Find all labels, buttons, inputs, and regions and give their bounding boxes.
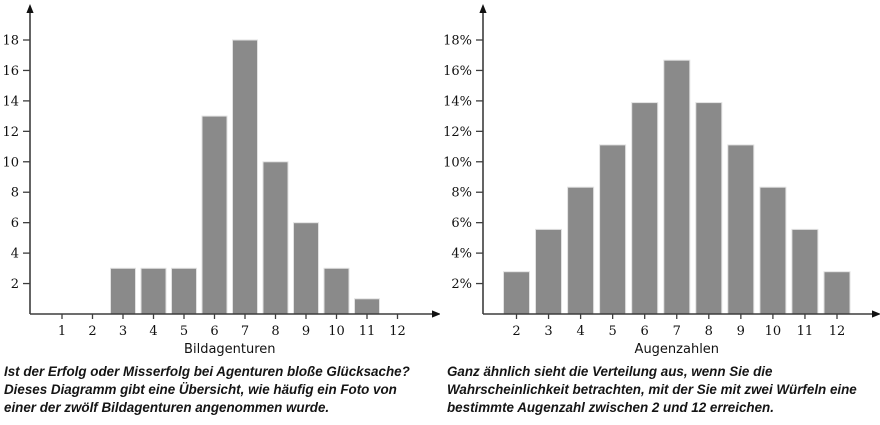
augenzahlen-figure: 2% 4% 6% 8% 10% 12% 14% 16% 18% 2 3 4 5 6 7 8 9 10 11 12 Aug…	[440, 0, 880, 425]
x-tick-label: 11	[359, 324, 376, 339]
x-tick-label: 12	[389, 324, 406, 339]
x-tick-label: 9	[302, 324, 310, 339]
y-tick-label: 12%	[443, 125, 472, 140]
bar	[293, 222, 319, 315]
bar	[727, 144, 755, 315]
x-tick-label: 10	[765, 324, 782, 339]
x-tick-label: 4	[576, 324, 584, 339]
bar	[354, 298, 380, 315]
x-tick-label: 10	[328, 324, 345, 339]
y-axis-arrow-icon	[26, 4, 34, 13]
augenzahlen-caption: Ganz ähnlich sieht die Verteilung aus, w…	[447, 364, 857, 415]
y-tick-label: 16	[2, 64, 19, 79]
bar	[201, 115, 228, 315]
bar-chart-svg: 2% 4% 6% 8% 10% 12% 14% 16% 18% 2 3 4 5 6 7 8 9 10 11 12 Aug…	[443, 4, 880, 357]
y-tick-label: 14	[2, 94, 19, 109]
x-tick-label: 3	[544, 324, 552, 339]
y-tick-label: 12	[2, 125, 19, 140]
bar	[262, 161, 289, 315]
bildagenturen-chart: 2 4 6 8 10 12 14 16 18 1 2 3 4 5 6 7 8 9 10 11 12 Bildagentur…	[0, 0, 441, 357]
y-tick-label: 18	[2, 34, 19, 49]
x-tick-label: 3	[119, 324, 127, 339]
x-tick-label: 5	[180, 324, 188, 339]
bar	[631, 102, 659, 315]
x-tick-label: 7	[241, 324, 249, 339]
bar	[171, 267, 197, 315]
bar	[759, 186, 787, 315]
x-tick-label: 6	[210, 324, 218, 339]
x-tick-label: 7	[673, 324, 681, 339]
bar	[791, 228, 819, 315]
x-tick-label: 5	[608, 324, 616, 339]
bar	[110, 267, 136, 315]
bar	[140, 267, 167, 315]
x-axis-arrow-icon	[432, 310, 441, 318]
x-tick-label: 8	[705, 324, 713, 339]
x-tick-label: 2	[88, 324, 96, 339]
x-axis-title: Bildagenturen	[184, 342, 275, 356]
y-tick-label: 18%	[443, 34, 472, 49]
x-tick-label: 8	[271, 324, 279, 339]
bar	[567, 186, 595, 315]
y-tick-label: 2	[11, 277, 19, 292]
y-tick-label: 8	[11, 186, 19, 201]
y-tick-label: 4	[11, 247, 19, 262]
bar	[323, 267, 350, 315]
y-tick-label: 8%	[451, 186, 472, 201]
y-tick-label: 2%	[451, 277, 472, 292]
x-tick-label: 11	[797, 324, 814, 339]
bildagenturen-caption: Ist der Erfolg oder Misserfolg bei Agent…	[4, 364, 410, 415]
bar	[695, 102, 723, 315]
bar	[535, 228, 562, 315]
bar	[503, 271, 530, 315]
x-axis-arrow-icon	[872, 310, 880, 318]
bar	[663, 59, 691, 315]
x-tick-label: 12	[829, 324, 846, 339]
x-tick-label: 2	[512, 324, 520, 339]
augenzahlen-chart: 2% 4% 6% 8% 10% 12% 14% 16% 18% 2 3 4 5 6 7 8 9 10 11 12 Aug…	[440, 0, 880, 357]
x-tick-label: 4	[149, 324, 157, 339]
x-axis-title: Augenzahlen	[635, 342, 720, 356]
bar	[823, 271, 851, 315]
y-tick-label: 6	[11, 216, 19, 231]
x-tick-label: 9	[737, 324, 745, 339]
y-tick-label: 16%	[443, 64, 472, 79]
bar	[232, 39, 258, 315]
y-tick-label: 6%	[451, 216, 472, 231]
y-tick-label: 10	[2, 155, 19, 170]
y-tick-label: 10%	[443, 155, 472, 170]
y-tick-label: 14%	[443, 94, 472, 109]
y-tick-label: 4%	[451, 247, 472, 262]
bar	[599, 144, 627, 315]
x-tick-label: 1	[58, 324, 66, 339]
bildagenturen-figure: 2 4 6 8 10 12 14 16 18 1 2 3 4 5 6 7 8 9 10 11 12 Bildagentur…	[0, 0, 441, 415]
x-tick-label: 6	[641, 324, 649, 339]
y-axis-arrow-icon	[479, 4, 487, 13]
